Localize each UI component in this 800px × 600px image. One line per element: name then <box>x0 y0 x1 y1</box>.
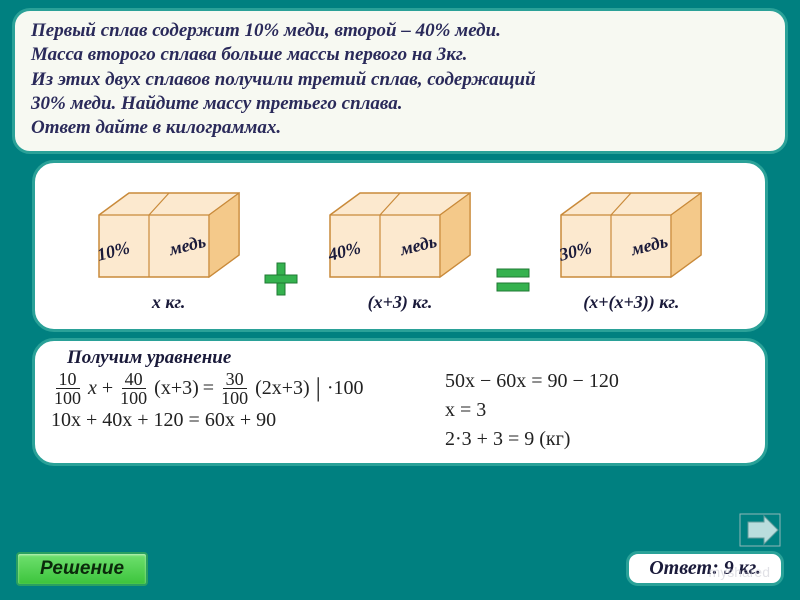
equals-icon <box>495 261 531 297</box>
mass-label: (x+(x+3)) кг. <box>541 292 721 313</box>
problem-line: 30% меди. Найдите массу третьего сплава. <box>31 92 769 116</box>
equation-title: Получим уравнение <box>51 347 749 369</box>
equation-line-r2: x = 3 <box>415 393 749 422</box>
mass-label: (x+3) кг. <box>310 292 490 313</box>
problem-statement: Первый сплав содержит 10% меди, второй –… <box>12 8 788 154</box>
problem-line: Масса второго сплава больше массы первог… <box>31 43 769 67</box>
alloy-block-3: 30% медь (x+(x+3)) кг. <box>541 185 721 285</box>
alloy-shape-icon <box>551 185 711 285</box>
watermark: myshared <box>709 564 770 580</box>
equation-line-r3: 2·3 + 3 = 9 (кг) <box>415 422 749 451</box>
equation-line-2: 10x + 40x + 120 = 60x + 90 <box>51 407 385 432</box>
problem-line: Из этих двух сплавов получили третий спл… <box>31 68 769 92</box>
solution-button[interactable]: Решение <box>16 552 148 586</box>
alloy-block-1: 10% медь x кг. <box>79 185 259 285</box>
diagram-panel: 10% медь x кг. 40% медь (x+3) кг. <box>32 160 768 332</box>
problem-line: Первый сплав содержит 10% меди, второй –… <box>31 19 769 43</box>
equation-line-r1: 50x − 60x = 90 − 120 <box>415 370 749 393</box>
equation-panel: Получим уравнение 10100 x + 40100 (x+3) … <box>32 338 768 466</box>
equation-left-column: 10100 x + 40100 (x+3) = 30100 (2x+3) | ·… <box>51 370 385 432</box>
equation-line-1: 10100 x + 40100 (x+3) = 30100 (2x+3) | ·… <box>51 370 385 407</box>
equation-right-column: 50x − 60x = 90 − 120 x = 3 2·3 + 3 = 9 (… <box>415 370 749 451</box>
plus-icon <box>263 261 299 297</box>
next-arrow-icon[interactable] <box>738 512 782 548</box>
problem-line: Ответ дайте в килограммах. <box>31 116 769 140</box>
mass-label: x кг. <box>79 292 259 313</box>
alloy-shape-icon <box>89 185 249 285</box>
alloy-block-2: 40% медь (x+3) кг. <box>310 185 490 285</box>
alloy-shape-icon <box>320 185 480 285</box>
